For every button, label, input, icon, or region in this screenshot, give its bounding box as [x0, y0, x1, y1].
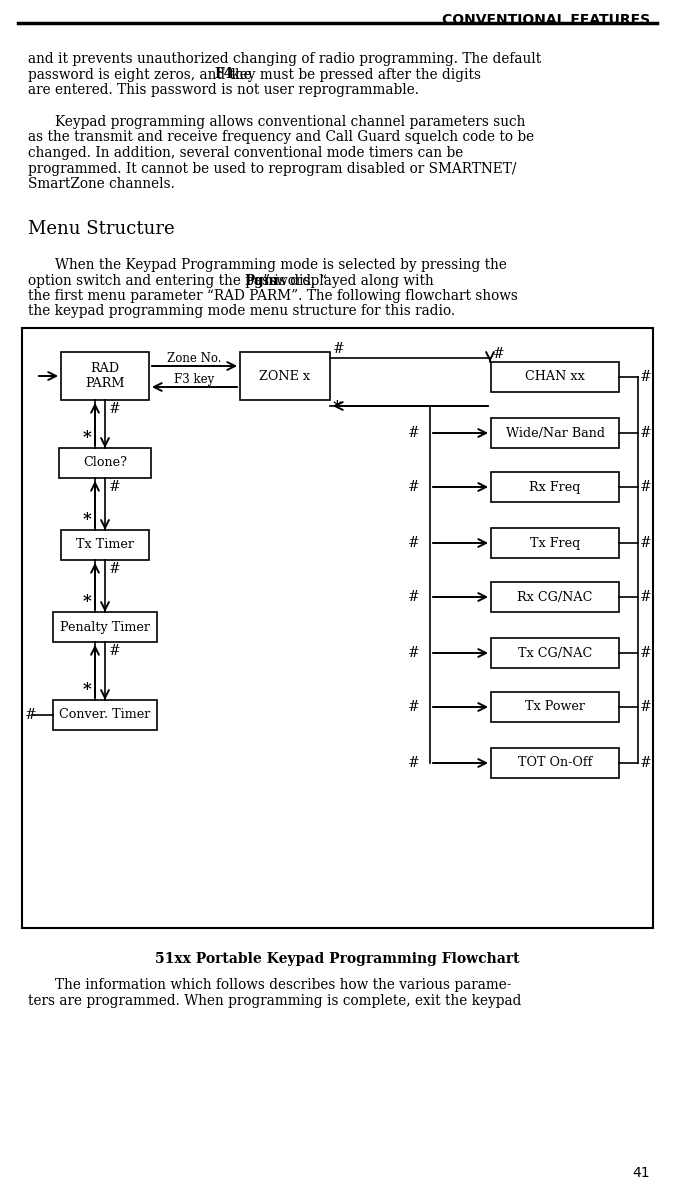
Text: Pgm: Pgm — [244, 273, 278, 287]
Text: and it prevents unauthorized changing of radio programming. The default: and it prevents unauthorized changing of… — [28, 52, 541, 66]
Text: #: # — [408, 536, 420, 550]
Text: #: # — [640, 590, 652, 604]
Bar — [240, 352, 330, 401]
Bar — [53, 700, 157, 730]
Text: changed. In addition, several conventional mode timers can be: changed. In addition, several convention… — [28, 145, 463, 160]
Text: the first menu parameter “RAD PARM”. The following flowchart shows: the first menu parameter “RAD PARM”. The… — [28, 288, 518, 303]
Text: #: # — [640, 426, 652, 440]
Text: key must be pressed after the digits: key must be pressed after the digits — [227, 68, 481, 81]
Text: #: # — [333, 342, 345, 356]
Text: #: # — [109, 561, 121, 576]
Text: *: * — [83, 594, 92, 610]
Text: #: # — [640, 646, 652, 660]
Text: CONVENTIONAL FEATURES: CONVENTIONAL FEATURES — [442, 13, 650, 27]
Text: #: # — [408, 700, 420, 714]
Text: Tx Timer: Tx Timer — [76, 539, 134, 552]
Text: *: * — [83, 511, 92, 528]
Text: F3 key: F3 key — [174, 373, 214, 386]
Text: TOT On-Off: TOT On-Off — [518, 757, 592, 770]
Text: Zone No.: Zone No. — [167, 353, 221, 366]
Bar — [61, 352, 149, 401]
Text: are entered. This password is not user reprogrammable.: are entered. This password is not user r… — [28, 83, 419, 97]
Bar — [491, 362, 619, 392]
Text: option switch and entering the password, “: option switch and entering the password,… — [28, 273, 327, 287]
Text: Menu Structure: Menu Structure — [28, 221, 175, 238]
Text: RAD
PARM: RAD PARM — [85, 362, 125, 390]
Text: #: # — [109, 480, 121, 493]
Text: #: # — [408, 590, 420, 604]
Text: 51xx Portable Keypad Programming Flowchart: 51xx Portable Keypad Programming Flowcha… — [155, 952, 519, 966]
Text: #: # — [109, 402, 121, 416]
Text: #: # — [493, 347, 505, 361]
Text: The information which follows describes how the various parame-: The information which follows describes … — [55, 977, 512, 992]
Text: ZONE x: ZONE x — [259, 370, 310, 383]
Text: Conver. Timer: Conver. Timer — [59, 708, 151, 721]
Text: *: * — [333, 399, 342, 416]
Text: Rx CG/NAC: Rx CG/NAC — [517, 590, 593, 603]
Text: *: * — [83, 682, 92, 699]
Bar — [491, 472, 619, 502]
Text: #: # — [640, 370, 652, 384]
Text: When the Keypad Programming mode is selected by pressing the: When the Keypad Programming mode is sele… — [55, 257, 507, 272]
Bar — [491, 528, 619, 558]
Text: Tx CG/NAC: Tx CG/NAC — [518, 646, 592, 659]
Text: ” is displayed along with: ” is displayed along with — [263, 273, 434, 287]
Text: the keypad programming mode menu structure for this radio.: the keypad programming mode menu structu… — [28, 304, 455, 318]
Text: 41: 41 — [632, 1166, 650, 1180]
Text: Rx Freq: Rx Freq — [529, 480, 580, 493]
Bar — [491, 693, 619, 722]
Text: #: # — [640, 480, 652, 493]
Bar — [491, 749, 619, 778]
Text: ters are programmed. When programming is complete, exit the keypad: ters are programmed. When programming is… — [28, 993, 521, 1007]
Text: as the transmit and receive frequency and Call Guard squelch code to be: as the transmit and receive frequency an… — [28, 130, 534, 144]
Text: CHAN xx: CHAN xx — [525, 371, 585, 384]
Bar — [61, 530, 149, 560]
Bar — [491, 418, 619, 448]
Text: #: # — [408, 646, 420, 660]
Bar — [491, 638, 619, 668]
Text: #: # — [640, 700, 652, 714]
Text: Tx Freq: Tx Freq — [530, 536, 580, 550]
Bar — [22, 328, 653, 929]
Text: SmartZone channels.: SmartZone channels. — [28, 176, 175, 191]
Text: #: # — [408, 426, 420, 440]
Text: programmed. It cannot be used to reprogram disabled or SMARTNET/: programmed. It cannot be used to reprogr… — [28, 161, 516, 175]
Text: F4: F4 — [214, 68, 233, 81]
Text: Clone?: Clone? — [83, 457, 127, 470]
Bar — [491, 582, 619, 611]
Text: #: # — [408, 480, 420, 493]
Text: Keypad programming allows conventional channel parameters such: Keypad programming allows conventional c… — [55, 114, 525, 129]
Text: #: # — [408, 756, 420, 770]
Bar — [53, 611, 157, 642]
Bar — [59, 448, 151, 478]
Text: #: # — [25, 708, 36, 722]
Text: Tx Power: Tx Power — [525, 701, 585, 714]
Text: #: # — [640, 756, 652, 770]
Text: #: # — [640, 536, 652, 550]
Text: password is eight zeros, and the: password is eight zeros, and the — [28, 68, 256, 81]
Text: Penalty Timer: Penalty Timer — [60, 621, 150, 633]
Text: #: # — [109, 644, 121, 658]
Text: *: * — [83, 429, 92, 447]
Text: Wide/Nar Band: Wide/Nar Band — [506, 427, 605, 440]
